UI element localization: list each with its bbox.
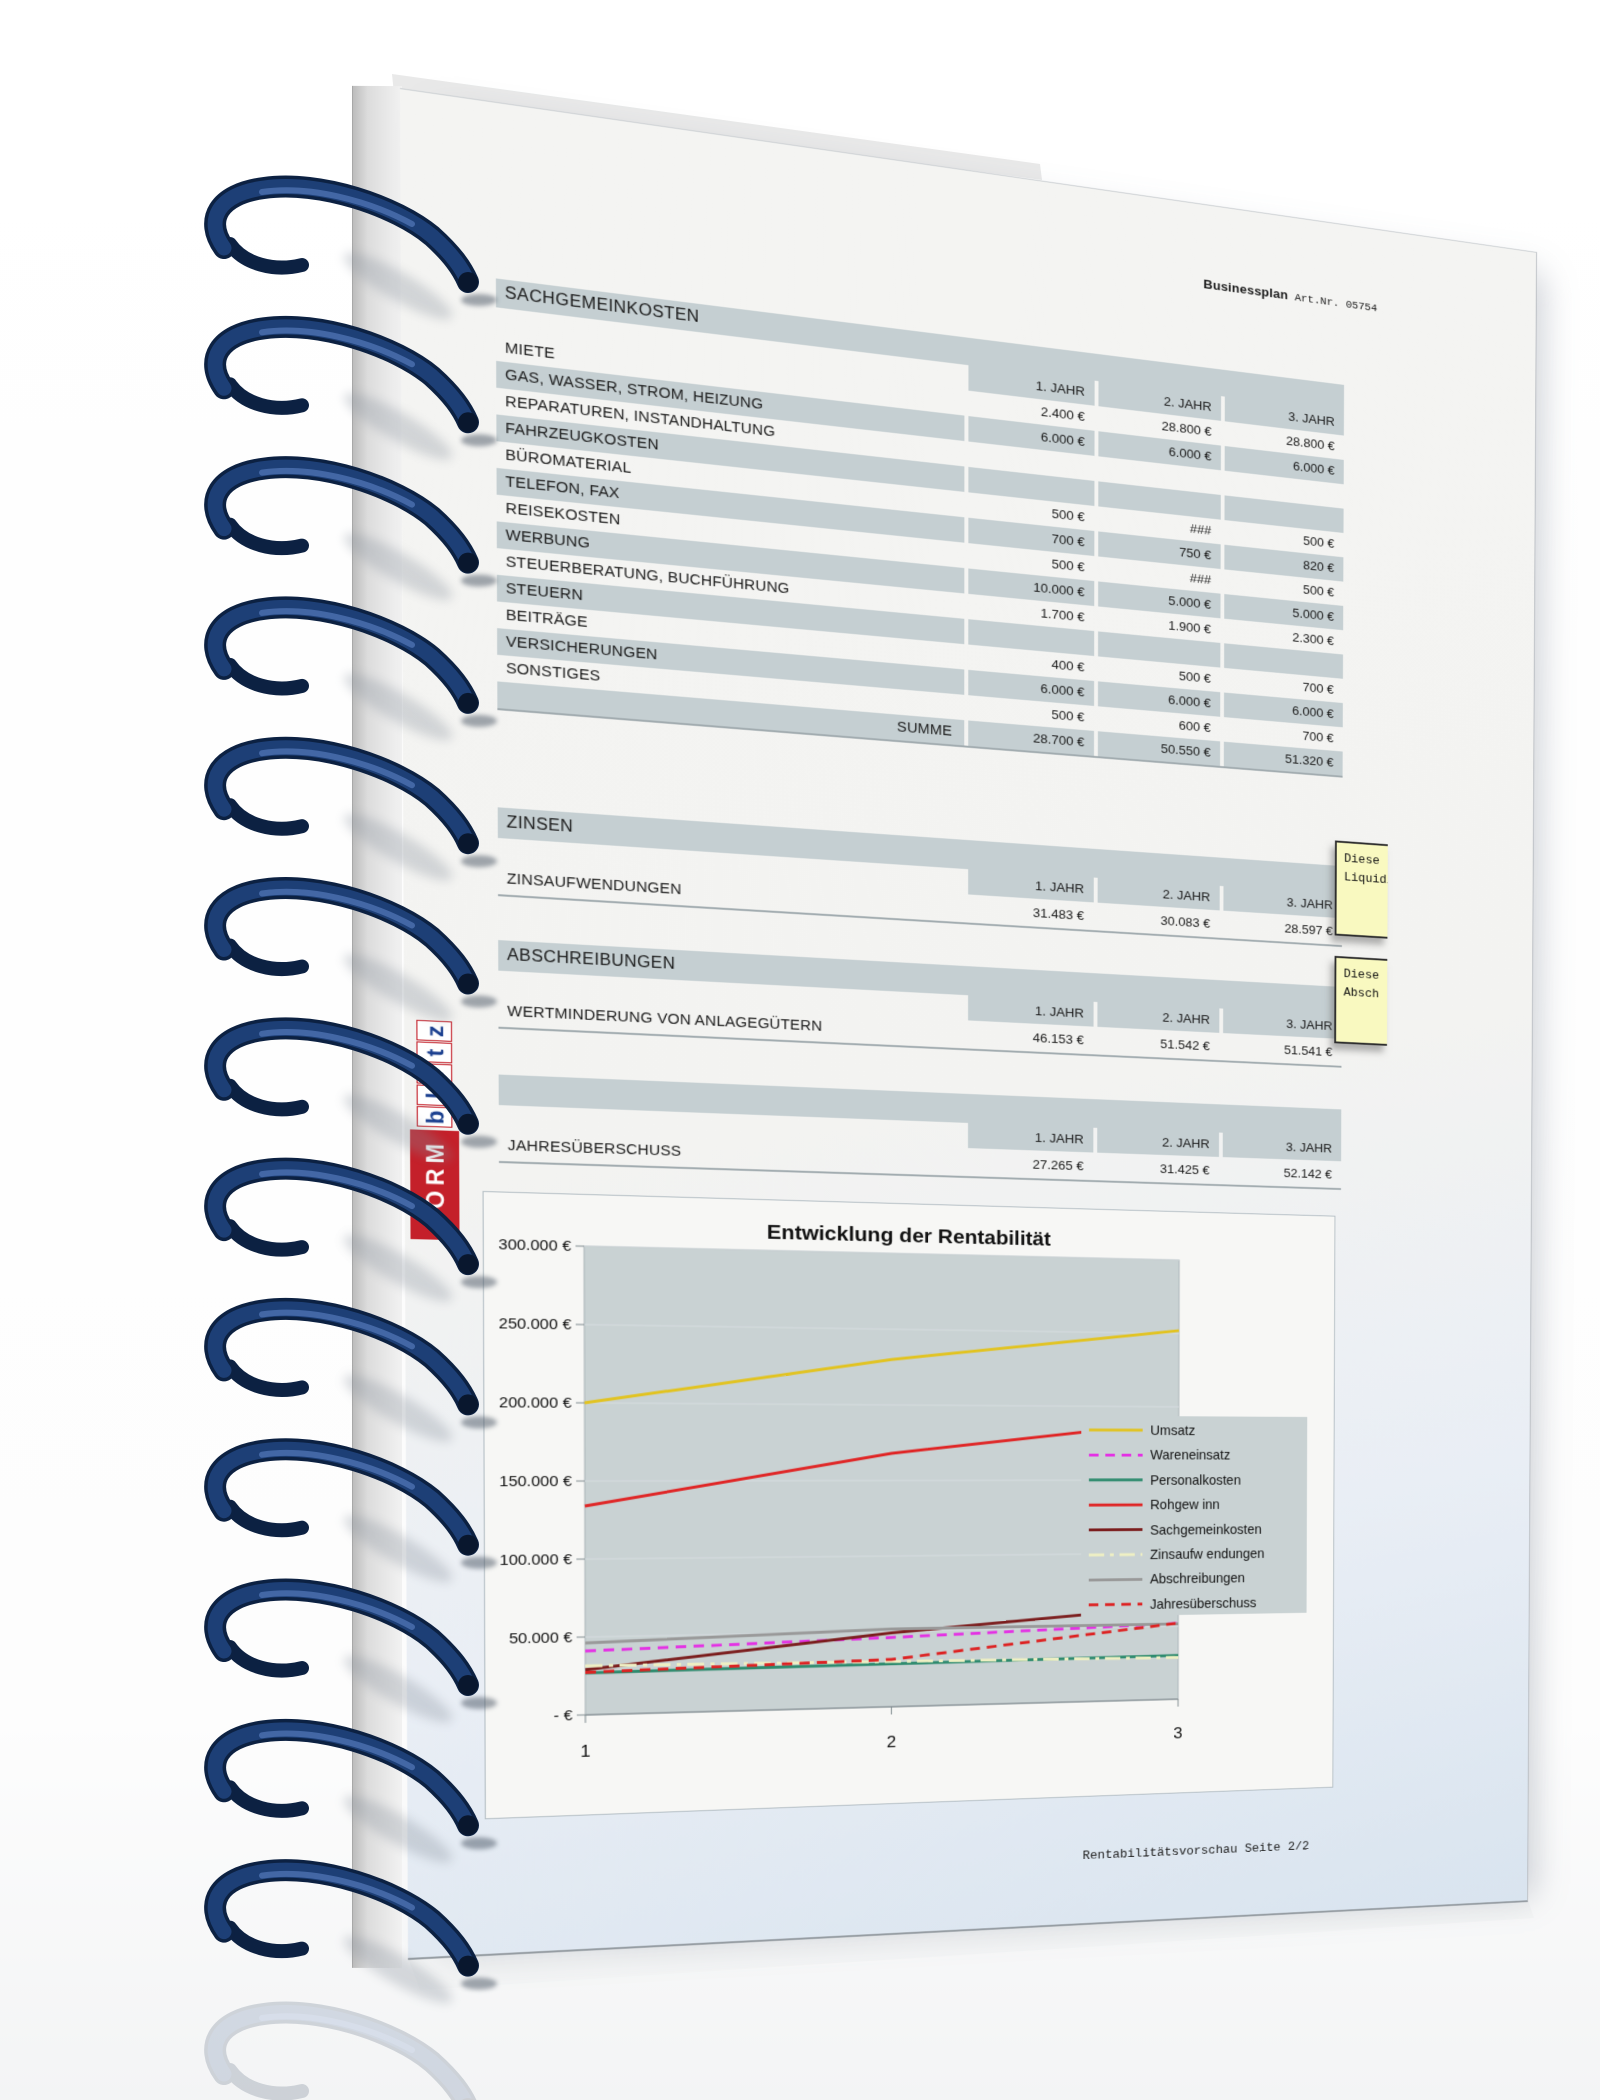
note-line: Liquidit: [1343, 869, 1388, 888]
loop-underside: [223, 2063, 309, 2100]
loop-underside: [223, 1780, 309, 1818]
table-jahresueberschuss: 1. JAHR 2. JAHR 3. JAHR JAHRESÜBERSCHUSS 27.…: [498, 1074, 1342, 1190]
businessplan-label: Businessplan: [1203, 276, 1289, 303]
loop-underside: [223, 798, 309, 836]
legend-label: Jahresüberschuss: [1150, 1596, 1257, 1612]
note-line: Diese: [1343, 966, 1380, 983]
logo-letter: i: [416, 1063, 453, 1086]
legend-label: Rohgew inn: [1150, 1498, 1220, 1513]
chart-svg: Entwicklung der Rentabilität- €50.000 €1…: [483, 1191, 1336, 1819]
spiral-loop: [204, 2001, 477, 2100]
table-zinsen: ZINSEN 1. JAHR 2. JAHR 3. JAHR ZINSAUFWENDUN…: [497, 807, 1343, 948]
loop-underside: [223, 1219, 309, 1257]
y-tick-label: 250.000 €: [499, 1315, 572, 1333]
loop-body: [207, 2005, 473, 2100]
page-stack-edge: [352, 85, 402, 1969]
cell-value: 46.153 €: [1032, 1030, 1084, 1048]
logo-letter: l: [416, 1084, 453, 1107]
sticky-note-liquiditaet: Diese Liquidit: [1334, 840, 1388, 939]
legend-line: [1089, 1579, 1143, 1580]
cell-value: 51.542 €: [1160, 1036, 1210, 1054]
y-tick-label: - €: [554, 1707, 574, 1724]
note-line: Absch: [1343, 985, 1380, 1002]
cell-value: 52.142 €: [1283, 1165, 1332, 1182]
logo-letter: z: [416, 1020, 453, 1043]
y-tick-label: 150.000 €: [499, 1473, 572, 1490]
y-tick-label: 50.000 €: [509, 1629, 573, 1647]
page-footer: Rentabilitätsvorschau Seite 2/2: [1082, 1839, 1310, 1863]
loop-underside: [223, 1920, 309, 1959]
article-number-label: Art.Nr. 05754: [1294, 291, 1378, 316]
y-tick-label: 100.000 €: [500, 1551, 573, 1569]
cell-value: 51.541 €: [1283, 1042, 1333, 1059]
cell-value: 27.265 €: [1032, 1157, 1084, 1174]
loop-underside: [223, 938, 309, 976]
legend-label: Zinsaufw endungen: [1150, 1547, 1264, 1562]
loop-underside: [223, 657, 309, 696]
y-tick-label: 300.000 €: [498, 1236, 571, 1255]
legend-label: Umsatz: [1150, 1424, 1195, 1438]
logo-letter: t: [416, 1041, 453, 1064]
page-header: BusinessplanArt.Nr. 05754: [1203, 276, 1377, 316]
x-tick-label: 2: [887, 1733, 896, 1751]
x-tick-label: 3: [1174, 1725, 1183, 1743]
loop-underside: [223, 1640, 309, 1678]
x-tick-label: 1: [580, 1742, 590, 1761]
plot-area: [584, 1246, 1179, 1715]
loop-outline: [204, 2001, 477, 2100]
loop-highlight: [259, 2013, 415, 2053]
cell-value: 31.425 €: [1159, 1161, 1210, 1178]
table-sachgemeinkosten: SACHGEMEINKOSTEN 1. JAHR 2. JAHR 3. JAHR MIE…: [495, 278, 1345, 778]
y-tick-label: 200.000 €: [499, 1394, 572, 1412]
loop-underside: [223, 1499, 309, 1538]
table-abschreibungen: ABSCHREIBUNGEN 1. JAHR 2. JAHR 3. JAHR WERTM…: [498, 940, 1342, 1068]
logo-form-segment: FORM: [410, 1129, 460, 1241]
logo-letter: b: [416, 1106, 453, 1129]
loop-underside: [223, 517, 309, 556]
loop-underside: [223, 377, 309, 415]
loop-underside: [223, 1359, 309, 1397]
loop-underside: [223, 1078, 309, 1117]
legend-label: Abschreibungen: [1150, 1572, 1245, 1587]
legend-label: Wareneinsatz: [1150, 1449, 1230, 1463]
rentability-chart: Entwicklung der Rentabilität - €50.000 €1…: [483, 1191, 1336, 1819]
sticky-note-abschreibung: Diese Absch: [1334, 955, 1388, 1046]
legend-label: Sachgemeinkosten: [1150, 1523, 1262, 1538]
legend-box: [1081, 1415, 1308, 1617]
legend-label: Personalkosten: [1150, 1474, 1241, 1488]
loop-underside: [223, 237, 309, 275]
